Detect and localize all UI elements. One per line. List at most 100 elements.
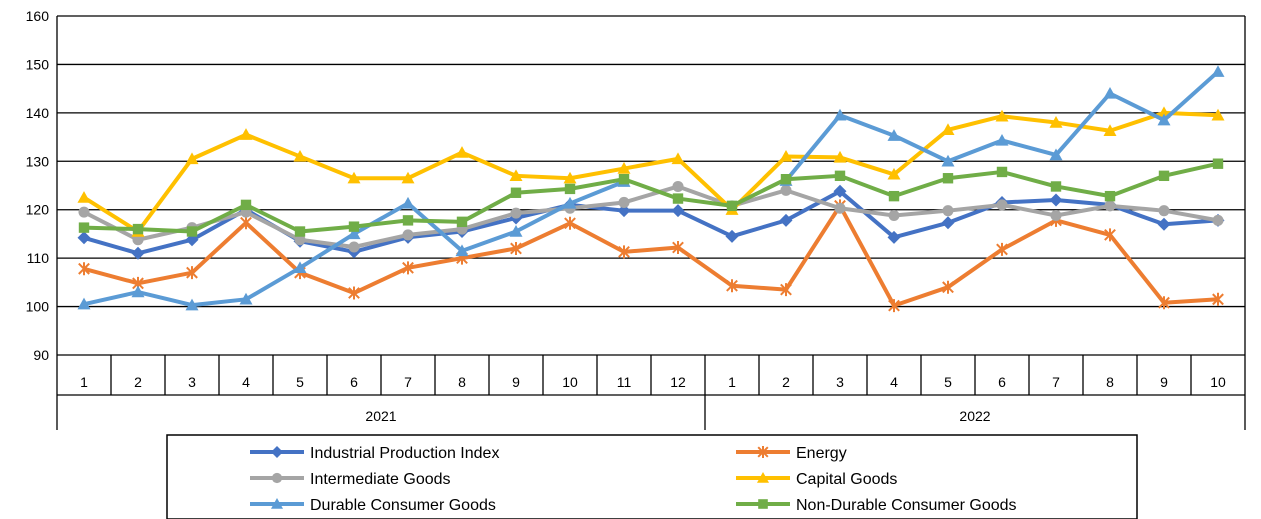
data-point <box>833 108 847 121</box>
data-point <box>996 166 1008 178</box>
data-point <box>1104 228 1116 242</box>
legend-item-energy: Energy <box>736 445 847 462</box>
data-point <box>726 200 738 212</box>
x-tick-label: 12 <box>670 374 686 390</box>
data-point <box>1158 205 1170 217</box>
data-point <box>186 226 198 237</box>
data-point <box>1049 148 1063 161</box>
data-point <box>78 262 90 276</box>
data-point <box>455 146 469 158</box>
data-point <box>1157 113 1171 126</box>
data-point <box>888 190 900 202</box>
legend-swatch-marker <box>271 498 283 509</box>
legend-label: Intermediate Goods <box>310 471 451 488</box>
x-tick-label: 7 <box>404 374 412 390</box>
legend-label: Non-Durable Consumer Goods <box>796 497 1017 514</box>
data-point <box>185 152 199 165</box>
data-point <box>833 184 847 198</box>
data-point <box>941 216 955 230</box>
x-tick-label: 2 <box>782 374 790 390</box>
data-point <box>455 244 469 257</box>
data-point <box>509 169 523 182</box>
legend-swatch-marker <box>758 499 768 509</box>
legend-swatch-marker <box>271 446 283 458</box>
data-point <box>618 245 630 259</box>
legend-item-non-durable-consumer-goods: Non-Durable Consumer Goods <box>736 497 1017 514</box>
y-tick-label: 100 <box>26 299 50 315</box>
data-point <box>942 173 954 184</box>
x-tick-label: 5 <box>296 374 304 390</box>
data-point <box>1212 158 1224 169</box>
legend-item-durable-consumer-goods: Durable Consumer Goods <box>250 497 496 514</box>
legend: Industrial Production Index Energy Interme… <box>166 434 1138 519</box>
data-point <box>293 149 307 162</box>
data-point <box>996 199 1008 211</box>
data-point <box>401 196 415 209</box>
data-point <box>293 261 307 274</box>
data-point <box>294 226 306 237</box>
data-point <box>131 285 145 298</box>
data-point <box>510 241 522 255</box>
data-point <box>401 171 415 184</box>
data-point <box>402 229 414 241</box>
data-point <box>78 206 90 218</box>
data-point <box>132 223 144 235</box>
series-durable-consumer-goods <box>77 65 1225 311</box>
data-point <box>779 213 793 227</box>
x-tick-label: 9 <box>512 374 520 390</box>
data-point <box>671 204 685 218</box>
series-line <box>83 161 1219 234</box>
data-point <box>1049 116 1063 128</box>
data-point <box>888 299 900 313</box>
data-point <box>1157 217 1171 231</box>
data-point <box>185 298 199 311</box>
legend-swatch-marker <box>757 472 769 483</box>
y-tick-label: 150 <box>26 56 50 72</box>
data-point <box>509 225 523 237</box>
series-capital-goods <box>77 106 1225 237</box>
data-point <box>833 150 847 163</box>
legend-label: Energy <box>796 445 847 462</box>
data-point <box>294 234 306 246</box>
data-point <box>942 205 954 217</box>
y-axis-ticks: 90 100 110 120 130 140 150 160 <box>26 8 50 363</box>
x-tick-label: 7 <box>1052 374 1060 390</box>
data-point <box>618 174 630 185</box>
data-point <box>780 184 792 196</box>
x-tick-label: 1 <box>728 374 736 390</box>
y-tick-label: 120 <box>26 202 50 218</box>
y-tick-label: 160 <box>26 8 50 24</box>
legend-swatch-marker <box>271 472 283 484</box>
data-point <box>725 229 739 243</box>
legend-swatch-marker <box>757 446 769 458</box>
data-point <box>887 167 901 180</box>
data-point <box>348 241 360 253</box>
data-point <box>726 279 738 293</box>
data-point <box>186 266 198 280</box>
legend-item-capital-goods: Capital Goods <box>736 471 897 488</box>
x-tick-label: 4 <box>890 374 898 390</box>
data-point <box>617 162 631 174</box>
data-point <box>240 216 252 230</box>
x-tick-label: 1 <box>80 374 88 390</box>
y-tick-label: 90 <box>33 347 49 363</box>
data-point <box>780 174 792 185</box>
x-tick-label: 2 <box>134 374 142 390</box>
data-point <box>779 149 793 162</box>
data-point <box>1104 190 1116 202</box>
series-line <box>83 203 1219 308</box>
data-point <box>1211 108 1225 121</box>
x-tick-label: 6 <box>350 374 358 390</box>
data-point <box>78 222 90 233</box>
x-group-label: 2022 <box>959 408 990 424</box>
data-point <box>1212 292 1224 306</box>
data-point <box>131 246 145 260</box>
data-point <box>888 210 900 222</box>
data-point <box>887 129 901 141</box>
data-point <box>996 242 1008 256</box>
x-tick-label: 8 <box>458 374 466 390</box>
data-point <box>1103 124 1117 136</box>
data-point <box>834 170 846 182</box>
